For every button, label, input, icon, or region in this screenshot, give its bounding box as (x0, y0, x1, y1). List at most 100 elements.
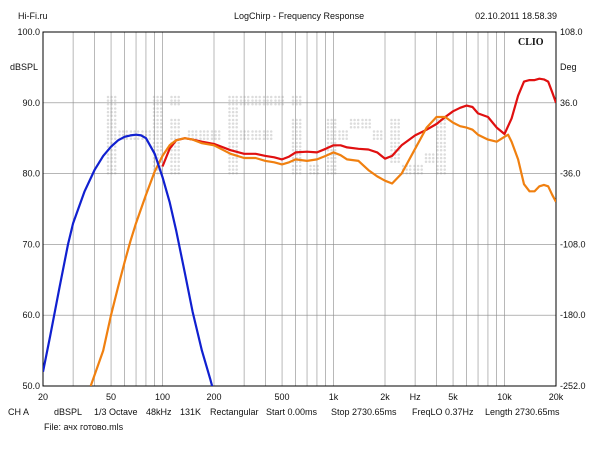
watermark-dot (443, 137, 446, 140)
x-tick-label: 2k (380, 392, 390, 402)
watermark-dot (330, 160, 333, 163)
watermark-dot (170, 148, 173, 152)
watermark-dot (173, 164, 177, 168)
watermark-dot (228, 95, 231, 99)
watermark-dot (177, 153, 180, 156)
watermark-dot (210, 137, 214, 140)
x-tick-label: 20k (549, 392, 564, 402)
watermark-dot (353, 125, 356, 129)
watermark-dot (254, 99, 258, 102)
watermark-dot (106, 164, 110, 168)
watermark-dot (251, 99, 254, 102)
watermark-dot (443, 171, 446, 175)
watermark-dot (295, 145, 298, 148)
watermark-dot (298, 99, 302, 102)
watermark-dot (372, 130, 376, 133)
watermark-dot (177, 125, 180, 129)
watermark-dot (251, 95, 254, 99)
watermark-dot (159, 141, 163, 145)
footer-file: File: ачх готово.mls (44, 422, 124, 432)
watermark-dot (269, 133, 273, 137)
watermark-dot (401, 164, 405, 168)
y-tick-label: 70.0 (22, 239, 40, 249)
watermark-dot (443, 133, 446, 137)
watermark-dot (173, 153, 177, 156)
watermark-dot (397, 122, 400, 125)
series-line-1 (89, 115, 556, 386)
watermark-dot (231, 118, 235, 122)
watermark-dot (298, 171, 302, 175)
watermark-dot (431, 153, 435, 156)
watermark-dot (106, 114, 110, 117)
watermark-dot (235, 107, 238, 110)
watermark-dot (333, 141, 337, 145)
watermark-dot (106, 160, 110, 163)
watermark-dot (266, 137, 269, 140)
watermark-dot (235, 156, 238, 160)
watermark-dot (173, 156, 177, 160)
watermark-dot (330, 164, 333, 168)
watermark-dot (231, 171, 235, 175)
watermark-dot (118, 133, 121, 137)
watermark-dot (295, 148, 298, 152)
watermark-dot (173, 125, 177, 129)
watermark-dot (113, 122, 117, 125)
watermark-dot (298, 125, 302, 129)
watermark-dot (254, 95, 258, 99)
watermark-dot (408, 168, 412, 171)
watermark-dot (330, 130, 333, 133)
watermark-dot (295, 130, 298, 133)
watermark-dot (235, 95, 238, 99)
watermark-dot (173, 171, 177, 175)
watermark-dot (110, 153, 113, 156)
watermark-dot (136, 137, 140, 140)
watermark-dot (156, 133, 159, 137)
watermark-dot (393, 145, 397, 148)
watermark-dot (251, 130, 254, 133)
watermark-dot (330, 122, 333, 125)
watermark-dot (356, 118, 360, 122)
watermark-dot (187, 130, 191, 133)
watermark-dot (156, 148, 159, 152)
watermark-dot (159, 130, 163, 133)
watermark-dot (397, 156, 400, 160)
watermark-dot (291, 130, 295, 133)
watermark-dot (199, 130, 202, 133)
watermark-dot (326, 141, 330, 145)
watermark-dot (199, 137, 202, 140)
watermark-dot (326, 148, 330, 152)
watermark-dot (170, 125, 173, 129)
watermark-dot (295, 95, 298, 99)
watermark-dot (173, 130, 177, 133)
watermark-dot (206, 133, 209, 137)
watermark-dot (330, 125, 333, 129)
watermark-dot (110, 114, 113, 117)
watermark-dot (326, 125, 330, 129)
watermark-dot (133, 130, 136, 133)
watermark-dot (269, 99, 273, 102)
x-tick-label: 50 (106, 392, 116, 402)
watermark-dot (228, 137, 231, 140)
watermark-dot (436, 125, 439, 129)
watermark-dot (439, 122, 443, 125)
watermark-dot (439, 164, 443, 168)
footer-channel: CH A (8, 407, 30, 417)
watermark-dot (251, 102, 254, 106)
watermark-dot (295, 168, 298, 171)
watermark-dot (170, 102, 173, 106)
watermark-dot (254, 133, 258, 137)
watermark-dot (295, 118, 298, 122)
watermark-dot (393, 122, 397, 125)
watermark-dot (330, 133, 333, 137)
watermark-dot (173, 102, 177, 106)
watermark-dot (443, 122, 446, 125)
watermark-dot (156, 114, 159, 117)
watermark-dot (266, 102, 269, 106)
watermark-dot (106, 153, 110, 156)
watermark-dot (170, 153, 173, 156)
watermark-dot (345, 137, 348, 140)
watermark-dot (309, 168, 312, 171)
footer-freqlo: FreqLO 0.37Hz (412, 407, 474, 417)
watermark-dot (217, 130, 221, 133)
watermark-dot (228, 156, 231, 160)
